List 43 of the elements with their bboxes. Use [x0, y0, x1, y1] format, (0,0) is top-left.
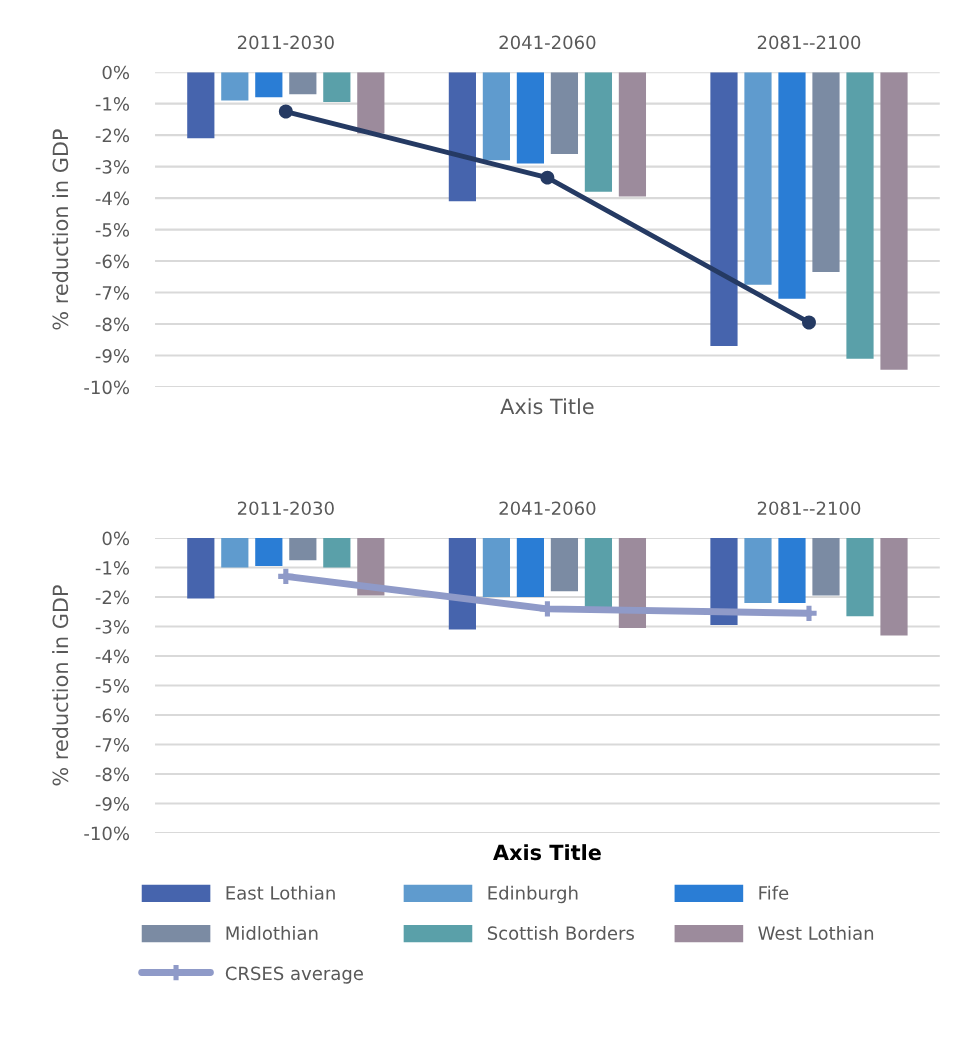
- legend-label: West Lothian: [758, 925, 874, 940]
- y-tick-label: -1%: [95, 561, 130, 575]
- x-axis-title: Axis Title: [493, 844, 601, 861]
- y-tick-label: -4%: [95, 191, 130, 206]
- y-axis-title: % reduction in GDP: [52, 129, 69, 330]
- x-tick-label: 2081--2100: [757, 501, 861, 516]
- legend-label: Midlothian: [226, 925, 318, 940]
- point: [802, 315, 816, 330]
- y-tick-label: -2%: [95, 590, 130, 605]
- y-tick-label: -4%: [95, 649, 130, 664]
- x-tick-label: 2041-2060: [499, 35, 596, 50]
- x-tick-label: 2011-2030: [237, 501, 334, 516]
- x-tick-label: 2081--2100: [757, 35, 861, 50]
- x-tick-label: 2011-2030: [237, 35, 334, 50]
- y-tick-label: 0%: [102, 531, 130, 546]
- legend-label: Fife: [759, 885, 789, 900]
- y-tick-label: -3%: [95, 620, 130, 634]
- y-tick-label: -5%: [95, 223, 130, 237]
- legend-label: Edinburgh: [488, 885, 578, 904]
- y-tick-label: -9%: [95, 348, 130, 363]
- y-tick-label: -7%: [95, 738, 130, 752]
- point: [540, 170, 555, 185]
- y-tick-label: -6%: [95, 708, 130, 723]
- y-tick-label: -5%: [95, 679, 130, 693]
- x-tick-label: 2041-2060: [499, 501, 596, 516]
- y-tick-label: -8%: [95, 767, 130, 782]
- legend-label: CRSES average: [225, 966, 363, 984]
- y-tick-label: -7%: [95, 286, 130, 300]
- y-tick-label: -8%: [95, 317, 130, 332]
- y-tick-label: -10%: [84, 826, 130, 841]
- y-tick-label: -9%: [95, 797, 130, 811]
- y-tick-label: 0%: [102, 65, 130, 80]
- y-tick-label: -2%: [95, 128, 130, 143]
- x-axis-title: Axis Title: [500, 398, 594, 415]
- y-tick-label: -3%: [95, 160, 130, 174]
- point: [278, 104, 293, 119]
- legend-label: East Lothian: [226, 885, 335, 900]
- y-axis-title: % reduction in GDP: [52, 585, 69, 786]
- y-tick-label: -1%: [95, 97, 130, 111]
- point: [278, 568, 294, 585]
- y-tick-label: -6%: [95, 254, 130, 269]
- legend-label: Scottish Borders: [487, 925, 634, 940]
- y-tick-label: -10%: [84, 380, 130, 395]
